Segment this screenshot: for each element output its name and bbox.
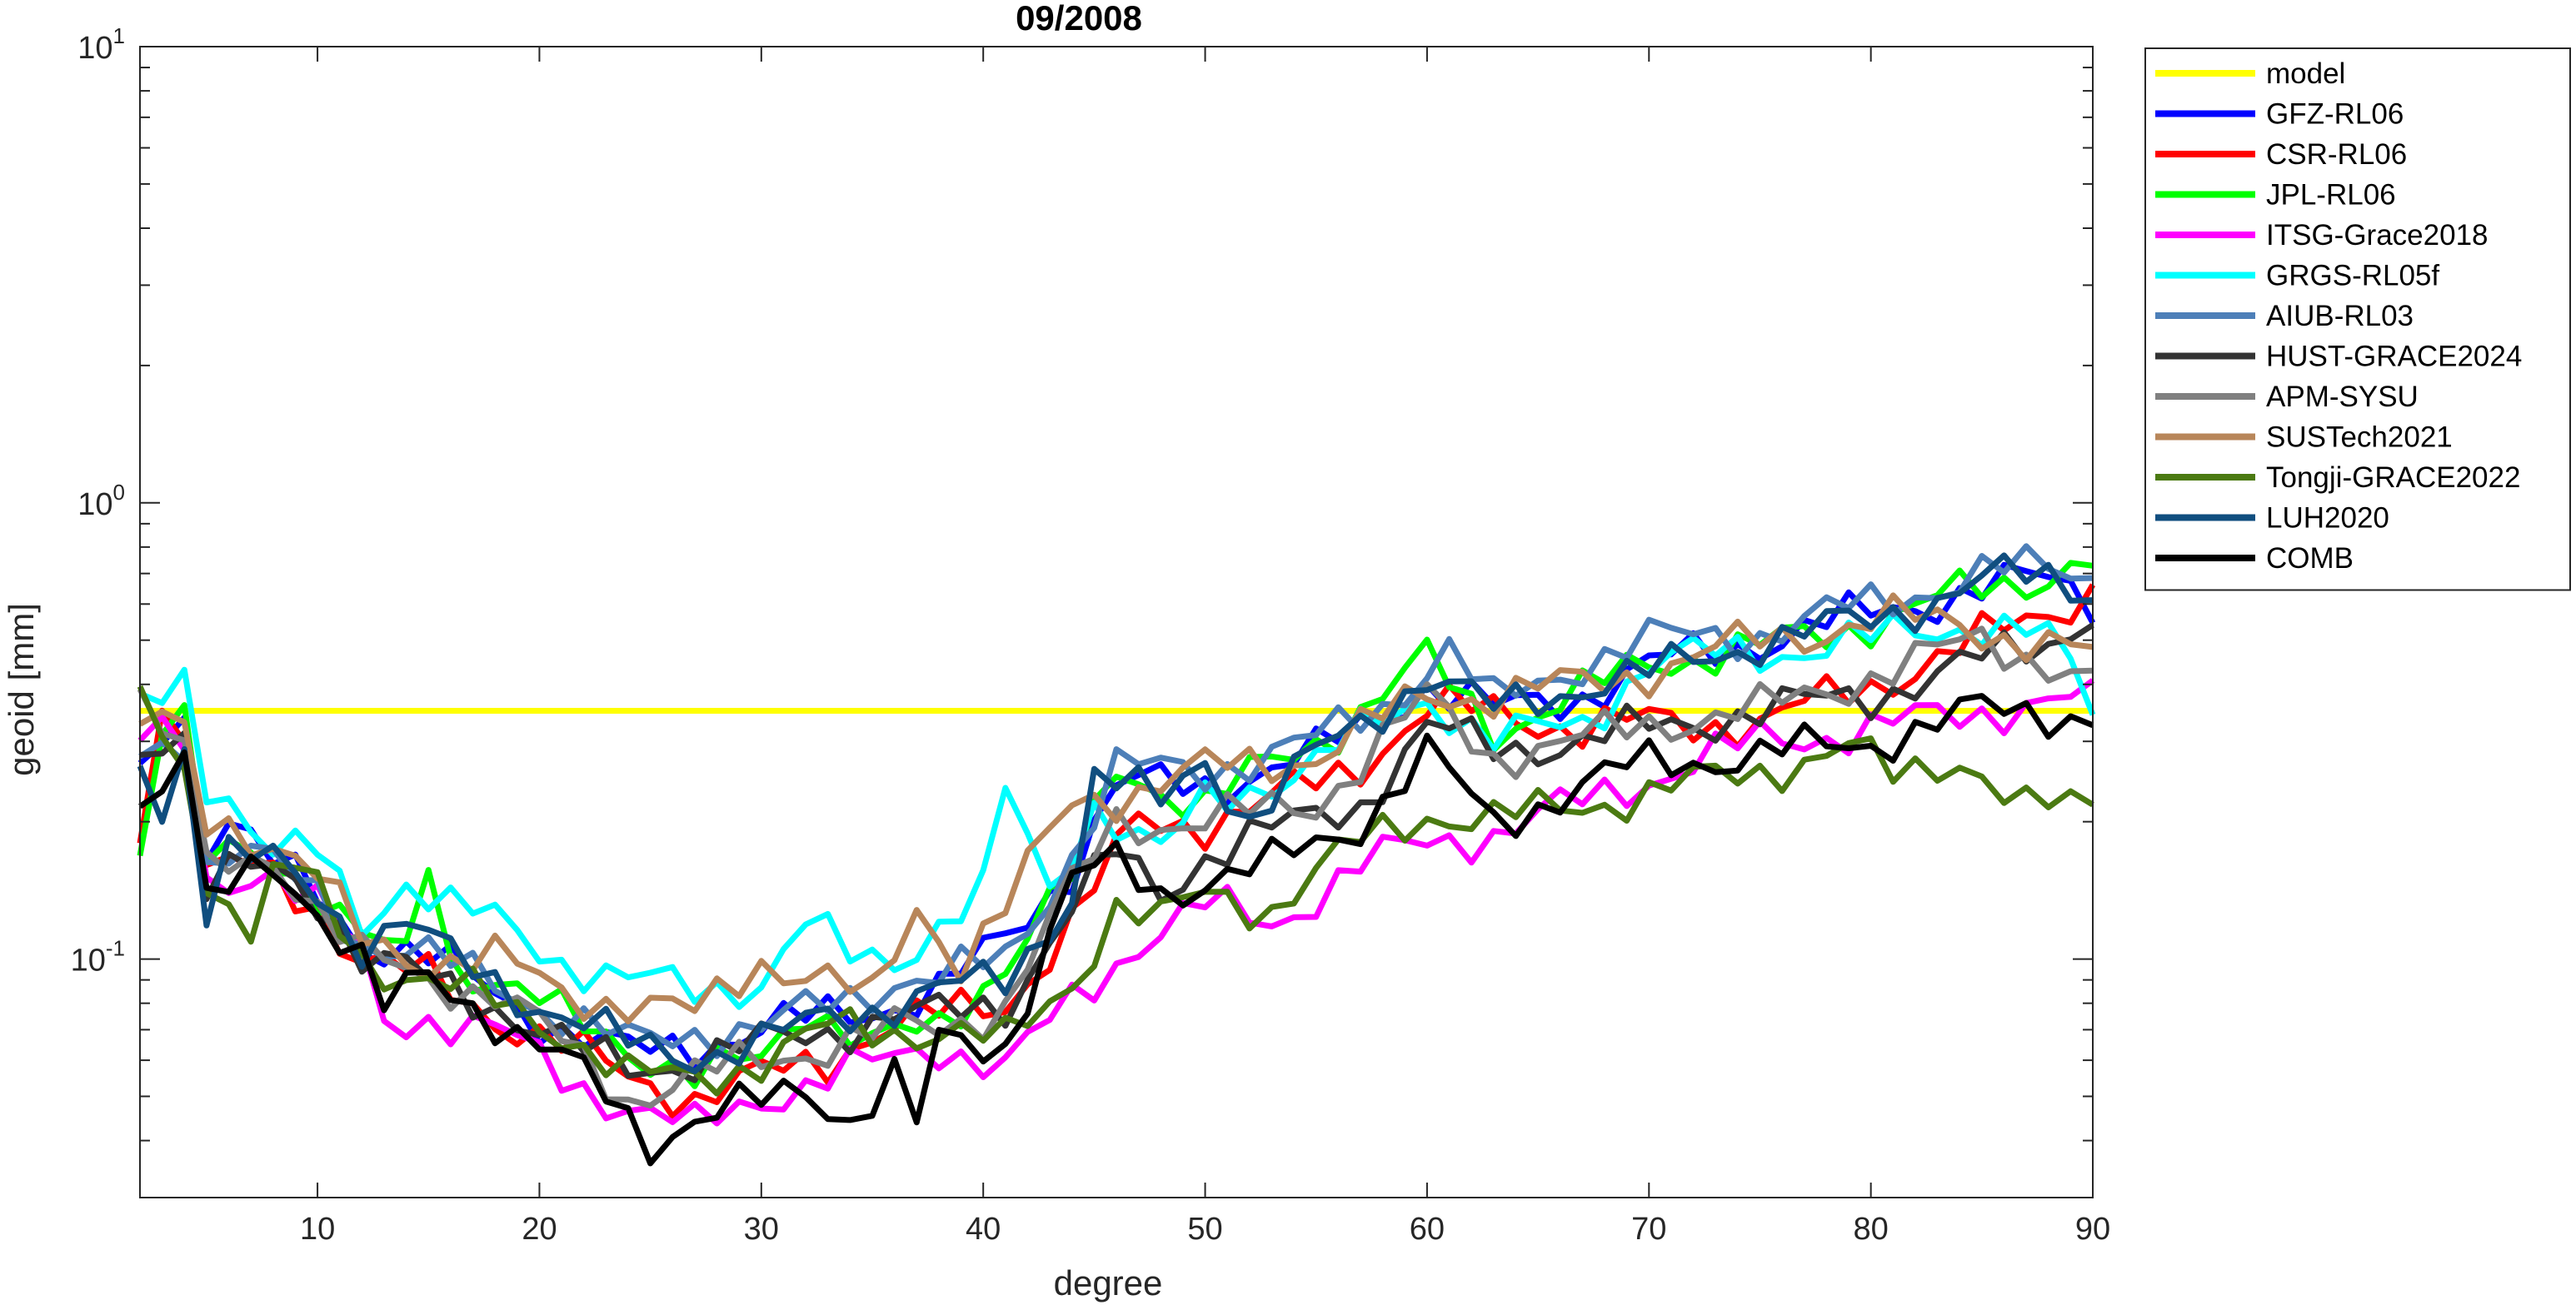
legend-label: APM-SYSU [2266,381,2419,413]
legend-label: CSR-RL06 [2266,138,2407,171]
series-line-tongji-grace2022 [137,685,2094,1097]
x-tick-label: 70 [1631,1212,1666,1247]
legend-label: COMB [2266,542,2354,575]
axes [139,46,2094,1198]
x-tick-label: 20 [522,1212,557,1247]
legend-box [2144,47,2571,591]
legend-label: JPL-RL06 [2266,179,2396,212]
y-tick-label: 10-1 [71,936,125,979]
x-tick-label: 90 [2075,1212,2110,1247]
series-line-luh2020 [137,552,2094,1074]
x-tick-label: 30 [744,1212,779,1247]
chart-title: 09/2008 [1016,0,1142,37]
x-axis-label: degree [1054,1263,1163,1303]
legend-label: GRGS-RL05f [2266,260,2439,292]
legend-label: HUST-GRACE2024 [2266,341,2522,373]
x-tick-label: 50 [1187,1212,1222,1247]
legend: model GFZ-RL06 CSR-RL06 JPL-RL06 ITSG-Grace2… [2144,47,2571,591]
series-line-csr-rl06 [137,583,2096,1119]
legend-label: SUSTech2021 [2266,421,2453,454]
series-line-itsg-grace2018 [137,678,2095,1127]
tick-labels: 10 20 30 40 50 60 70 80 90 10-1 100 101 [71,23,2111,1247]
x-tick-label: 10 [300,1212,335,1247]
y-axis-label: geoid [mm] [2,603,41,776]
plot-lines [137,543,2096,1167]
legend-label: model [2266,57,2345,90]
legend-label: Tongji-GRACE2022 [2266,461,2520,494]
legend-label: AIUB-RL03 [2266,300,2414,332]
plot-frame [139,46,2094,1198]
series-line-apm-sysu [137,625,2094,1109]
series-line-jpl-rl06 [137,560,2094,1089]
series-line-comb [138,693,2094,1167]
y-tick-label: 100 [77,480,125,522]
series-line-aiub-rl03 [138,543,2094,1059]
x-tick-label: 60 [1410,1212,1445,1247]
x-tick-label: 80 [1853,1212,1888,1247]
y-tick-label: 101 [77,23,125,66]
legend-label: GFZ-RL06 [2266,98,2404,131]
legend-label: LUH2020 [2266,502,2389,535]
x-tick-label: 40 [966,1212,1001,1247]
legend-label: ITSG-Grace2018 [2266,219,2489,252]
